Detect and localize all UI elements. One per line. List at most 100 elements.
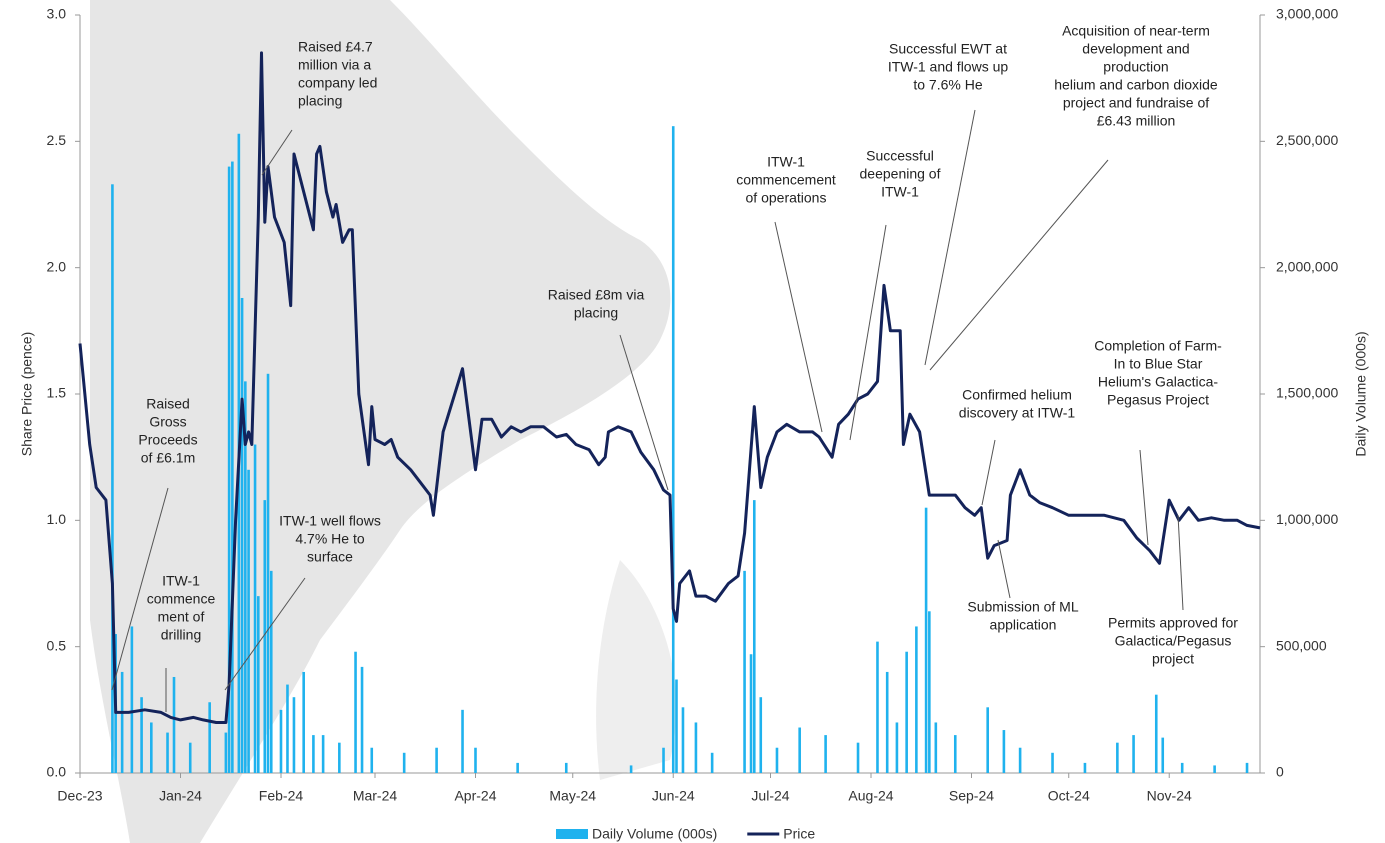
volume-bar [302, 671, 305, 773]
volume-bar [1154, 694, 1158, 773]
annotation: £6.43 million [1097, 113, 1176, 129]
annotation-leader [997, 539, 1011, 599]
volume-bar [1245, 762, 1249, 773]
volume-bar [292, 697, 296, 773]
volume-bar [150, 722, 153, 773]
y2-tick-label: 2,500,000 [1276, 132, 1338, 148]
annotation: application [990, 617, 1057, 633]
legend-label: Price [783, 826, 815, 842]
volume-bar [435, 747, 438, 773]
volume-bar [824, 735, 827, 773]
volume-bar [1116, 742, 1119, 773]
annotation: of operations [746, 190, 827, 206]
volume-bar [743, 570, 746, 773]
volume-bar [856, 742, 860, 773]
volume-bar [876, 641, 879, 773]
annotation: placing [574, 305, 618, 321]
annotation: Successful EWT at [889, 41, 1007, 57]
volume-bar [269, 570, 273, 773]
annotation: placing [298, 93, 342, 109]
volume-bar [256, 596, 260, 773]
annotation: Submission of ML [967, 599, 1078, 615]
volume-bar [1180, 762, 1184, 773]
annotation: Pegasus Project [1107, 392, 1209, 408]
volume-bar [775, 747, 779, 773]
y2-tick-label: 0 [1276, 764, 1284, 780]
annotation-leader [224, 577, 306, 691]
volume-bar [461, 709, 464, 773]
x-tick-label: Jun-24 [652, 788, 695, 804]
volume-bar [798, 727, 801, 773]
volume-bar [247, 469, 250, 773]
annotation-leader [849, 224, 887, 441]
x-tick-label: Oct-24 [1048, 788, 1090, 804]
annotation: company led [298, 75, 377, 91]
x-tick-label: Sep-24 [949, 788, 994, 804]
y2-tick-label: 1,500,000 [1276, 385, 1338, 401]
volume-bar [231, 161, 234, 774]
y-tick-label: 2.0 [47, 258, 67, 274]
y2-tick-label: 2,000,000 [1276, 258, 1338, 274]
volume-bar [1083, 762, 1087, 773]
annotation: Gross [149, 414, 186, 430]
y2-axis-label: Daily Volume (000s) [1353, 331, 1369, 456]
background-map [90, 0, 671, 843]
price-line [78, 51, 1261, 724]
annotation: Proceeds [138, 432, 197, 448]
volume-bar [1161, 737, 1165, 773]
volume-bar [172, 676, 176, 773]
annotation: project and fundraise of [1063, 95, 1209, 111]
y-tick-label: 2.5 [47, 132, 67, 148]
annotation: ITW-1 and flows up [888, 59, 1009, 75]
volume-bar [370, 747, 374, 773]
volume-bar [1132, 735, 1135, 773]
volume-bar [360, 666, 364, 773]
volume-bar [244, 381, 247, 773]
annotation-leader [261, 129, 293, 176]
legend-label: Daily Volume (000s) [592, 826, 717, 842]
annotation: ITW-1 [881, 184, 919, 200]
volume-bar [934, 722, 938, 773]
x-tick-label: Dec-23 [57, 788, 102, 804]
annotation: Confirmed helium [962, 387, 1072, 403]
volume-bar [279, 709, 283, 773]
volume-bar [924, 507, 928, 773]
annotation-leader [1177, 514, 1184, 611]
x-tick-label: May-24 [549, 788, 596, 804]
volume-bar [111, 184, 114, 773]
volume-bar [474, 747, 477, 773]
volume-bar [516, 762, 519, 773]
volume-bar [986, 707, 989, 773]
volume-bar [915, 626, 918, 773]
volume-bar [354, 651, 357, 773]
annotation: drilling [161, 627, 201, 643]
annotation: to 7.6% He [913, 77, 982, 93]
volume-bar [928, 611, 931, 773]
volume-bar [263, 500, 267, 773]
annotation: project [1152, 651, 1194, 667]
annotation: ITW-1 well flows [279, 513, 381, 529]
y-tick-label: 1.0 [47, 511, 67, 527]
annotation: ITW-1 [767, 154, 805, 170]
volume-bar [694, 722, 698, 773]
volume-bar [671, 126, 675, 773]
annotation: discovery at ITW-1 [959, 405, 1076, 421]
y-tick-label: 3.0 [47, 6, 67, 22]
annotation-leader [619, 334, 669, 491]
volume-bar [564, 762, 568, 773]
volume-bar [227, 166, 231, 774]
volume-bar [759, 697, 763, 773]
x-tick-label: Apr-24 [454, 788, 496, 804]
volume-bar [953, 735, 957, 773]
volume-bar [266, 373, 270, 773]
x-tick-label: Nov-24 [1147, 788, 1192, 804]
annotation-leader [929, 159, 1109, 371]
annotation-leader [1139, 449, 1149, 546]
volume-bar [662, 747, 665, 773]
annotation-leader [924, 109, 976, 366]
volume-bar [286, 684, 289, 773]
x-tick-label: Jul-24 [751, 788, 789, 804]
y-tick-label: 0.5 [47, 637, 67, 653]
y-tick-label: 1.5 [47, 385, 67, 401]
annotation-leader [981, 439, 996, 506]
